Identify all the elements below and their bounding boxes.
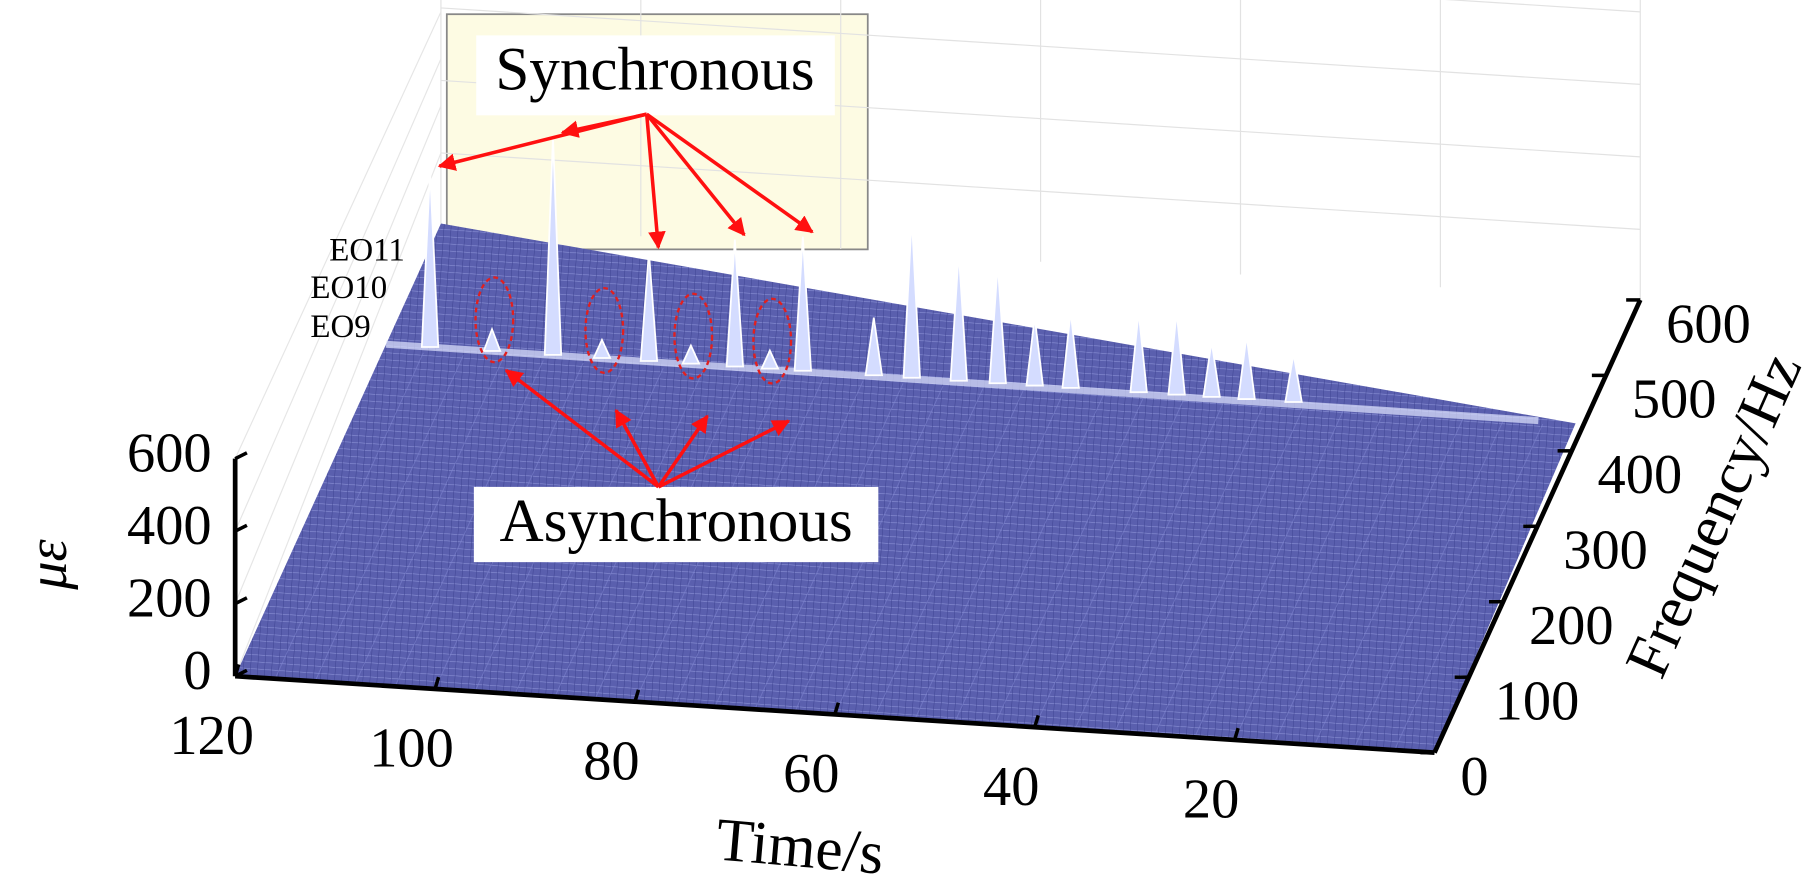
peak [988, 264, 1007, 385]
surface-ridge [994, 398, 1144, 725]
surface-ridge [274, 352, 424, 679]
wall-line [234, 58, 442, 532]
z-axis-label: με [17, 538, 79, 590]
asynchronous-label: Asynchronous [500, 488, 853, 555]
label-box [476, 35, 835, 116]
async-circle [474, 276, 515, 364]
z-tick [234, 451, 248, 461]
peak [1167, 312, 1186, 396]
peak [793, 236, 813, 372]
arrow [645, 113, 746, 237]
peak [760, 348, 780, 370]
peak [725, 239, 745, 368]
x-tick [433, 676, 441, 690]
plot: 2040608010012001002003004005006000200400… [127, 137, 1751, 831]
y-tick-label: 0 [1460, 746, 1488, 808]
peak [1202, 341, 1221, 398]
x-tick-label: 100 [369, 718, 454, 780]
order-label: EO10 [310, 270, 387, 306]
arrow [657, 419, 791, 489]
arrow [504, 368, 660, 489]
surface-ridge [1274, 416, 1424, 743]
wall-line [440, 152, 1641, 230]
surface-ridge [1234, 413, 1384, 741]
z-tick-label: 600 [127, 423, 212, 485]
label-box [473, 486, 879, 563]
surface-ridge [394, 360, 544, 687]
y-tick-label: 200 [1529, 595, 1614, 657]
arrow [645, 112, 814, 234]
surface-ridge [914, 393, 1064, 720]
surface-ridge [874, 390, 1024, 718]
surface-ridge [1074, 403, 1224, 730]
z-tick-label: 0 [183, 640, 211, 702]
x-tick-label: 80 [583, 730, 639, 792]
peak [681, 343, 701, 365]
x-tick-label: 60 [783, 743, 839, 805]
surface-ridge [354, 357, 504, 685]
wall-line [234, 152, 442, 677]
x-axis-label: Time/s [714, 806, 887, 887]
peak [1284, 353, 1303, 403]
z-tick [234, 596, 248, 606]
peak [1129, 311, 1148, 394]
arrow [644, 114, 666, 250]
wall-line [440, 7, 1641, 85]
x-tick-label: 120 [169, 705, 254, 767]
surface-ridge [954, 395, 1104, 723]
peak [639, 252, 659, 362]
surface-ridge [1034, 401, 1184, 728]
arrow [614, 408, 661, 488]
z-tick-label: 400 [127, 495, 212, 557]
peak [949, 252, 968, 382]
async-circle [584, 286, 625, 374]
x-tick [633, 689, 641, 703]
peak [864, 317, 884, 377]
synchronous-label: Synchronous [495, 36, 814, 103]
order-label: EO11 [329, 232, 405, 268]
y-tick-label: 400 [1598, 444, 1683, 506]
surface-ridge [1354, 421, 1504, 748]
peak [482, 326, 502, 352]
z-tick [234, 668, 248, 678]
order-band [385, 340, 1539, 425]
async-circle [673, 292, 714, 380]
y-tick-label: 600 [1666, 293, 1751, 355]
z-tick [234, 523, 248, 533]
wall-line [234, 11, 442, 459]
surface-ridge [1394, 423, 1544, 751]
x-tick-label: 20 [1183, 769, 1239, 831]
x-tick [1033, 714, 1040, 728]
wall-line [234, 105, 442, 604]
x-tick-label: 40 [983, 756, 1039, 818]
z-tick-label: 200 [127, 568, 212, 630]
surface-ridge [1154, 408, 1304, 735]
surface-ridge [1314, 418, 1464, 746]
peak [543, 137, 563, 356]
y-tick-label: 300 [1563, 520, 1648, 582]
surface-ridge [1194, 411, 1344, 738]
y-tick-label: 500 [1632, 369, 1717, 431]
surface-ridge [314, 355, 464, 682]
x-tick [833, 702, 841, 715]
peak [902, 217, 921, 379]
y-tick-label: 100 [1495, 671, 1580, 733]
peak [1061, 311, 1080, 389]
peak [420, 170, 440, 348]
peak [592, 337, 612, 359]
surface-ridge [1114, 406, 1264, 733]
arrow [657, 414, 709, 488]
peak [1025, 317, 1044, 387]
x-tick [1232, 727, 1240, 741]
order-label: EO9 [310, 309, 370, 345]
arrow [560, 112, 648, 138]
surface-ridge [834, 388, 984, 715]
peak [1237, 335, 1256, 400]
async-circle [752, 297, 793, 385]
